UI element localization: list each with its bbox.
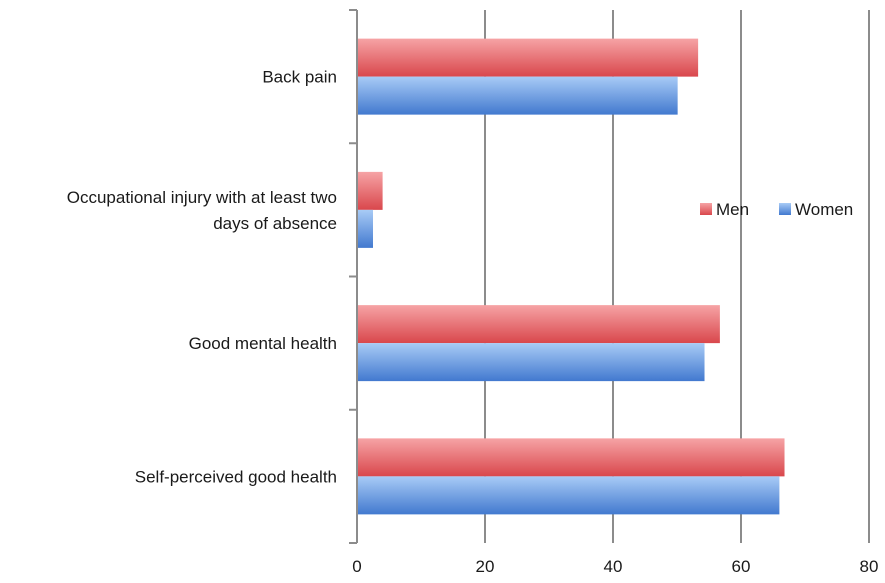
bars bbox=[358, 38, 785, 515]
category-axis bbox=[349, 9, 358, 544]
x-tick-labels: 0 20 40 60 80 bbox=[352, 557, 878, 576]
bar-men-0 bbox=[358, 38, 699, 77]
legend-swatch-women bbox=[779, 203, 791, 215]
legend-swatch-men bbox=[700, 203, 712, 215]
category-label-2: Good mental health bbox=[189, 334, 337, 353]
bar-women-1 bbox=[358, 209, 373, 248]
legend-label-men: Men bbox=[716, 200, 749, 219]
legend-label-women: Women bbox=[795, 200, 853, 219]
bar-men-1 bbox=[358, 171, 383, 210]
x-tick-label-40: 40 bbox=[604, 557, 623, 576]
category-label-0: Back pain bbox=[262, 68, 337, 87]
x-tick-label-60: 60 bbox=[732, 557, 751, 576]
bar-women-0 bbox=[358, 76, 678, 115]
bar-women-3 bbox=[358, 476, 780, 515]
x-tick-label-80: 80 bbox=[860, 557, 879, 576]
category-label-1: Occupational injury with at least two day… bbox=[67, 188, 337, 233]
x-tick-label-0: 0 bbox=[352, 557, 361, 576]
category-label-3: Self-perceived good health bbox=[135, 467, 337, 486]
bar-men-3 bbox=[358, 438, 785, 477]
bar-men-2 bbox=[358, 305, 720, 344]
bar-women-2 bbox=[358, 343, 705, 382]
category-labels: Back pain Occupational injury with at lea… bbox=[67, 68, 337, 487]
x-tick-label-20: 20 bbox=[476, 557, 495, 576]
legend: Men Women bbox=[700, 200, 853, 219]
